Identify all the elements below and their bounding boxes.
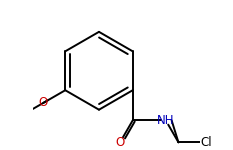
Text: O: O <box>39 96 48 109</box>
Text: NH: NH <box>157 114 175 127</box>
Text: O: O <box>115 136 125 149</box>
Text: Cl: Cl <box>200 136 212 149</box>
